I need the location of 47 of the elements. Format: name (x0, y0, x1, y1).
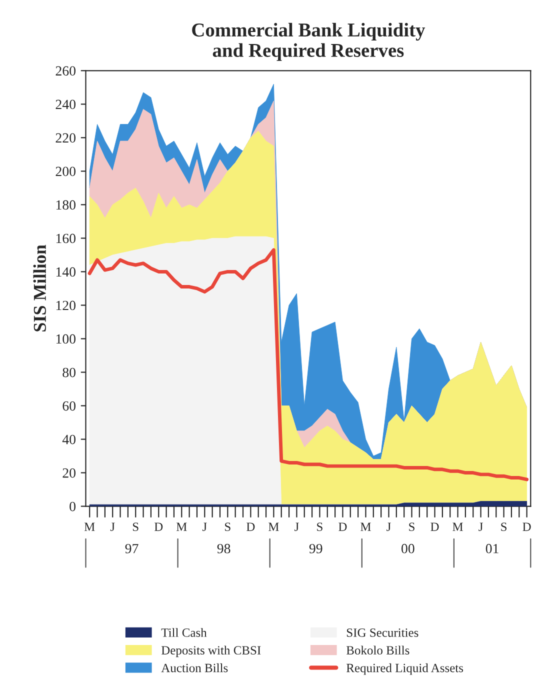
text: 00 (402, 544, 414, 554)
legend-label: SIG Securities (346, 628, 418, 637)
y-tick-label: 240 (56, 100, 76, 110)
x-tick-label: M (268, 522, 279, 531)
y-tick-label: 160 (56, 234, 76, 244)
legend-label: Till Cash (161, 628, 207, 637)
y-tick-label: 200 (56, 166, 76, 176)
x-tick-label: D (154, 522, 163, 531)
y-tick-label: 60 (62, 401, 76, 411)
y-tick-label: 20 (62, 468, 76, 478)
y-tick-label: 100 (56, 334, 76, 344)
x-tick-label: M (84, 522, 95, 531)
y-tick-label: 220 (56, 133, 76, 143)
x-tick-label: S (409, 522, 414, 532)
x-tick-label: J (294, 522, 299, 532)
y-tick-label: 0 (70, 502, 76, 512)
x-tick-label: M (452, 522, 463, 531)
y-tick-label: 140 (56, 267, 76, 277)
x-tick-label: M (176, 522, 187, 531)
x-tick-label: S (501, 522, 506, 532)
y-tick-label: 80 (62, 368, 76, 378)
y-tick-label: 260 (56, 66, 76, 76)
y-tick-label: 180 (56, 200, 76, 210)
legend-label: Auction Bills (161, 663, 228, 672)
x-tick-label: J (386, 522, 391, 532)
legend-label: Deposits with CBSI (161, 646, 261, 658)
x-tick-label: D (338, 522, 347, 531)
x-tick-label: S (132, 522, 138, 532)
legend-label: Bokolo Bills (346, 646, 410, 655)
legend-label: Required Liquid Assets (346, 663, 464, 675)
x-tick-label: M (360, 522, 371, 531)
y-axis-title: SIS Million (33, 244, 46, 332)
x-tick-label: D (246, 522, 255, 531)
x-tick-label: J (110, 522, 115, 532)
text: 01 (486, 544, 498, 554)
x-tick-label: J (202, 522, 207, 532)
x-tick-label: S (317, 522, 322, 532)
text: 97 (125, 544, 138, 554)
text: 98 (217, 544, 230, 554)
text: 99 (309, 544, 322, 554)
y-tick-label: 120 (56, 300, 76, 310)
chart-title: Commercial Bank Liquidity and Required Reserves (192, 22, 426, 61)
x-tick-label: D (430, 522, 439, 531)
x-tick-label: D (522, 522, 531, 531)
x-tick-label: S (225, 522, 230, 532)
y-tick-label: 40 (62, 434, 76, 444)
x-tick-label: J (478, 522, 483, 532)
